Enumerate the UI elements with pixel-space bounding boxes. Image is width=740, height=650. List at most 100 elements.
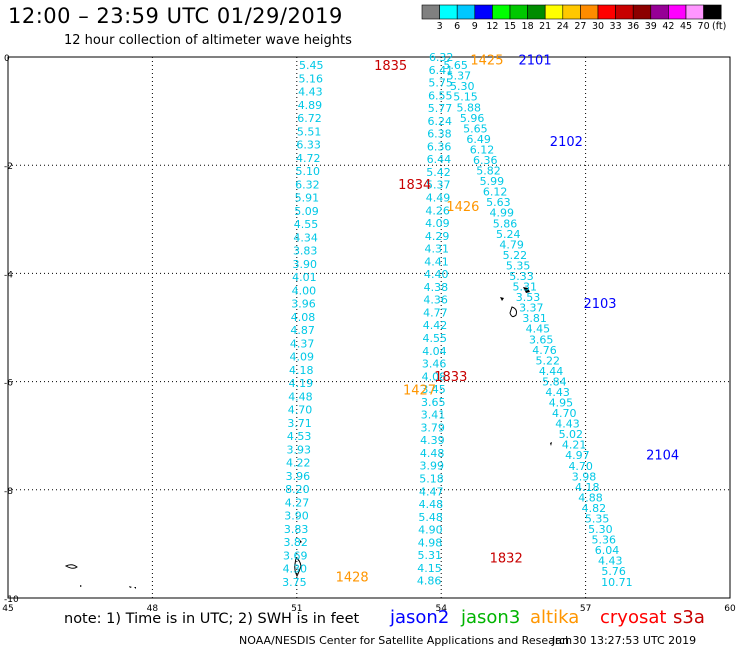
wave-height-value: 4.04 — [422, 345, 447, 358]
wave-height-value: 5.35 — [506, 259, 531, 272]
footnote: note: 1) Time is in UTC; 2) SWH is in fe… — [64, 611, 360, 627]
wave-height-value: 4.99 — [489, 207, 514, 220]
wave-height-value: 5.31 — [418, 549, 443, 562]
scale-swatch — [456, 4, 476, 20]
wave-height-value: 3.37 — [519, 302, 544, 315]
wave-height-value: 4.42 — [423, 319, 448, 332]
y-tick-label: -10 — [4, 595, 19, 605]
wave-height-value: 6.49 — [466, 133, 491, 146]
wave-height-value: 3.90 — [284, 510, 309, 523]
scale-swatch — [580, 4, 599, 20]
scale-tick-label: 70 — [698, 21, 710, 32]
pass-label: 1835 — [374, 59, 407, 74]
x-tick-label: 60 — [724, 604, 736, 614]
scale-swatch — [544, 4, 564, 20]
wave-height-value: 4.22 — [286, 457, 311, 470]
wave-height-value: 5.65 — [463, 122, 488, 135]
wave-height-value: 4.19 — [289, 377, 314, 390]
wave-height-value: 5.65 — [443, 59, 468, 72]
wave-height-value: 4.09 — [425, 217, 450, 230]
pass-label: 2101 — [519, 54, 552, 69]
wave-height-value: 5.09 — [294, 205, 319, 218]
wave-height-value: 6.12 — [483, 186, 508, 199]
wave-height-value: 4.15 — [417, 562, 442, 575]
scale-swatch — [492, 4, 511, 20]
wave-height-value: 3.90 — [293, 258, 318, 271]
wave-height-value: 4.53 — [287, 430, 312, 443]
pass-label: 2103 — [583, 297, 616, 312]
scale-swatch — [703, 4, 722, 20]
agency-credit: NOAA/NESDIS Center for Satellite Applica… — [239, 634, 573, 647]
wave-height-value: 4.43 — [298, 86, 323, 99]
chart-subtitle: 12 hour collection of altimeter wave hei… — [64, 33, 352, 48]
wave-height-value: 4.72 — [296, 152, 321, 165]
wave-height-value: 4.43 — [598, 555, 623, 568]
wave-height-value: 6.36 — [427, 140, 452, 153]
scale-tick-label: 36 — [627, 21, 639, 32]
wave-height-value: 6.24 — [427, 115, 452, 128]
scale-tick-label: 3 — [437, 21, 443, 32]
pass-label: 1427 — [403, 384, 436, 399]
scale-tick-label: 27 — [574, 21, 586, 32]
wave-height-value: 5.48 — [418, 511, 443, 524]
wave-height-value: 5.88 — [457, 101, 482, 114]
scale-swatch — [421, 4, 440, 20]
pass-label: 1426 — [446, 200, 479, 215]
scale-tick-label: 24 — [557, 21, 569, 32]
wave-height-value: 4.41 — [424, 255, 449, 268]
wave-height-value: 4.70 — [568, 460, 593, 473]
scale-tick-label: 9 — [472, 21, 478, 32]
scale-unit-label: (ft) — [712, 21, 727, 32]
wave-height-value: 3.96 — [286, 470, 311, 483]
wave-height-value: 6.44 — [427, 153, 452, 166]
wave-height-value: 5.45 — [299, 59, 324, 72]
satellite-legend-jason2: jason2 — [390, 607, 450, 628]
scale-tick-label: 30 — [592, 21, 604, 32]
pass-labels: 1835 1834 1833 1832 1425 1426 1427 1428 2101 2102… — [336, 54, 680, 586]
scale-tick-label: 18 — [522, 21, 534, 32]
y-tick-label: -4 — [4, 270, 13, 280]
plot-frame — [7, 56, 731, 599]
wave-height-value: 4.43 — [545, 386, 570, 399]
wave-height-value: 4.18 — [289, 364, 314, 377]
wave-height-value: 5.22 — [536, 354, 561, 367]
wave-height-value: 4.38 — [424, 281, 449, 294]
wave-height-value: 5.18 — [419, 473, 444, 486]
wave-height-value: 6.32 — [429, 51, 454, 64]
scale-swatch — [439, 4, 458, 20]
wave-height-value: 4.44 — [539, 365, 564, 378]
wave-height-value: 5.35 — [585, 513, 610, 526]
wave-height-value: 5.10 — [296, 165, 321, 178]
wave-height-value: 4.55 — [294, 218, 319, 231]
wave-height-value: 4.79 — [499, 238, 524, 251]
wave-height-value: 5.16 — [299, 72, 324, 85]
wave-height-value: 4.21 — [562, 439, 587, 452]
wave-height-value: 5.42 — [426, 166, 451, 179]
wave-height-value: 3.45 — [421, 383, 446, 396]
wave-height-value: 4.98 — [418, 536, 443, 549]
wave-height-value: 3.83 — [284, 523, 309, 536]
wave-height-value: 4.76 — [532, 344, 557, 357]
scale-tick-label: 12 — [486, 21, 498, 32]
wave-height-value: 5.82 — [476, 165, 501, 178]
scale-swatch — [615, 4, 634, 20]
pass-label: 1834 — [398, 178, 431, 193]
x-tick-label: 57 — [580, 604, 591, 614]
wave-height-value: 3.99 — [420, 460, 445, 473]
scale-swatch — [650, 4, 669, 20]
wave-height-value: 4.37 — [290, 337, 315, 350]
wave-height-value: 4.29 — [425, 230, 450, 243]
wave-height-value: 3.98 — [572, 470, 597, 483]
scale-swatch — [668, 4, 687, 20]
wave-height-value: 4.31 — [425, 243, 450, 256]
scale-swatch — [562, 4, 581, 20]
wave-height-value: 4.36 — [423, 294, 448, 307]
scale-tick-label: 21 — [539, 21, 551, 32]
scale-tick-label: 6 — [454, 21, 460, 32]
wave-height-value: 3.69 — [283, 549, 308, 562]
chart-axes: 45 48 51 54 57 60 0 -2 -4 -6 -8 -10 — [2, 54, 736, 614]
scale-swatch — [632, 4, 652, 20]
wave-height-value: 4.87 — [290, 324, 315, 337]
wave-height-value: 6.04 — [595, 544, 620, 557]
pass-label: 2104 — [646, 449, 679, 464]
